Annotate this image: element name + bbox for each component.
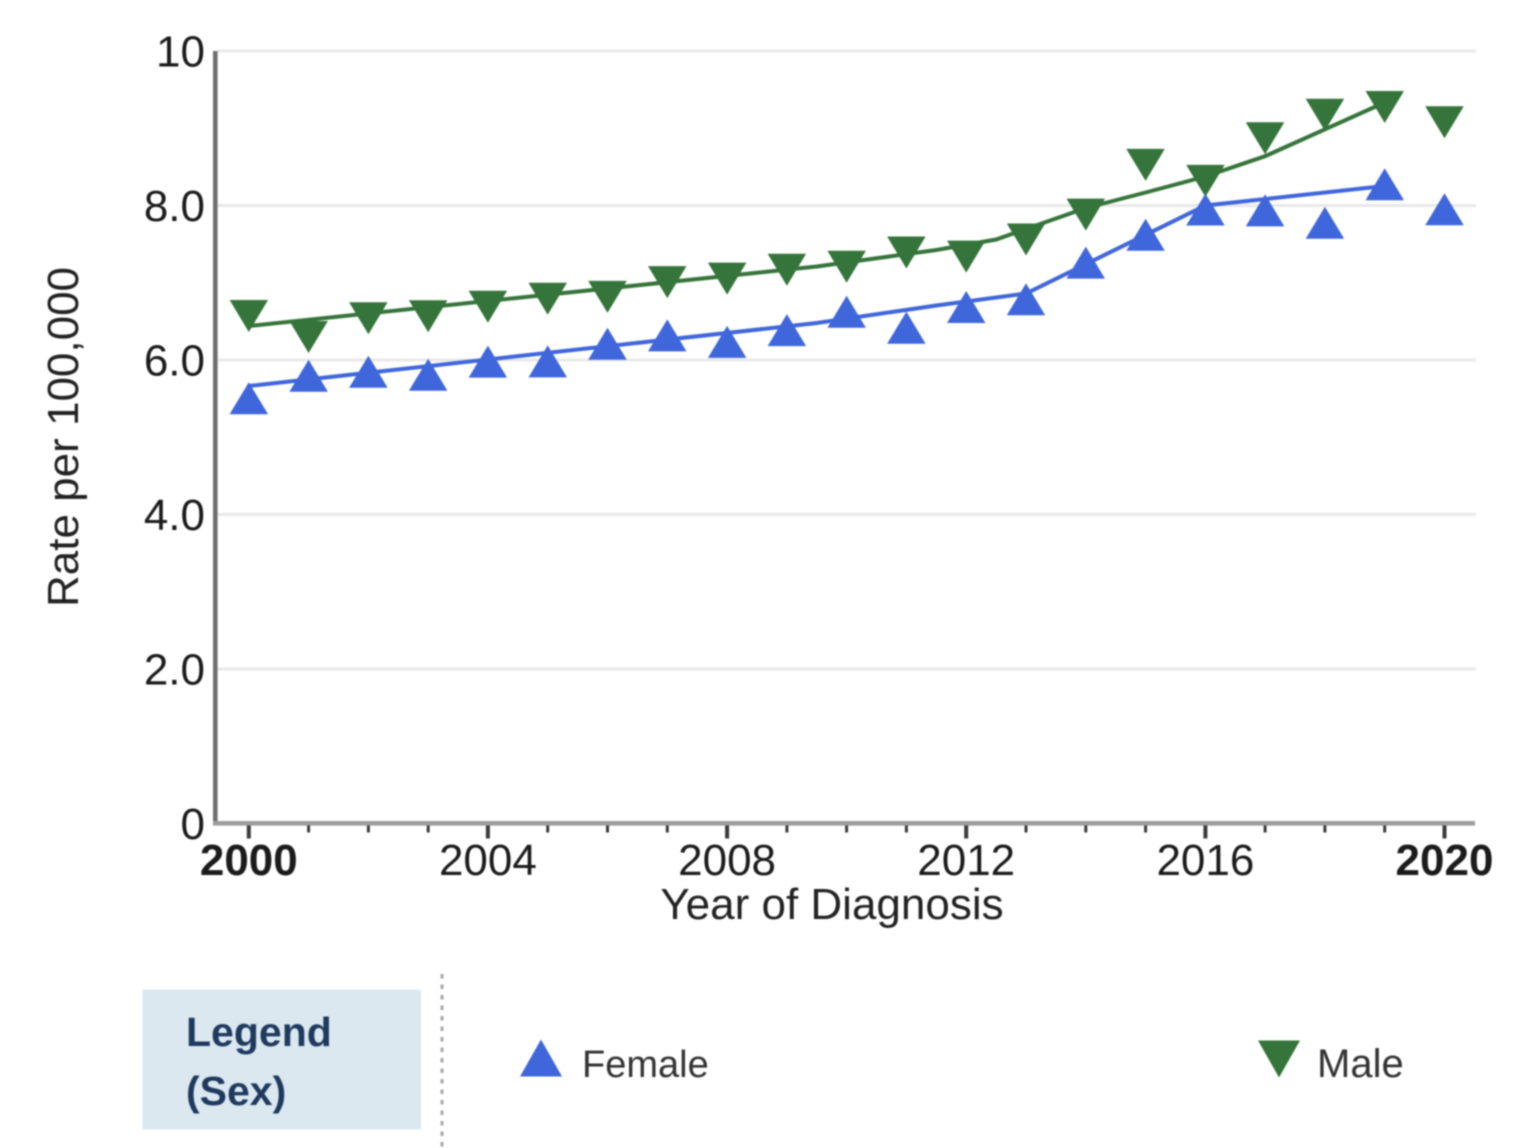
- svg-text:Legend: Legend: [186, 1009, 332, 1055]
- svg-text:Female: Female: [582, 1044, 709, 1086]
- svg-text:2000: 2000: [200, 836, 298, 885]
- svg-text:2008: 2008: [678, 836, 776, 885]
- svg-text:4.0: 4.0: [144, 491, 205, 540]
- svg-text:2004: 2004: [439, 836, 537, 885]
- svg-text:2.0: 2.0: [144, 645, 205, 694]
- svg-text:Year of Diagnosis: Year of Diagnosis: [660, 880, 1003, 929]
- svg-text:2012: 2012: [917, 836, 1015, 885]
- svg-text:2020: 2020: [1396, 836, 1494, 885]
- svg-text:Male: Male: [1317, 1042, 1404, 1086]
- svg-text:6.0: 6.0: [144, 337, 205, 386]
- svg-text:(Sex): (Sex): [186, 1068, 286, 1114]
- svg-text:Rate per 100,000: Rate per 100,000: [39, 267, 88, 607]
- svg-text:0: 0: [181, 800, 205, 849]
- svg-text:8.0: 8.0: [144, 182, 205, 231]
- svg-text:2016: 2016: [1156, 836, 1254, 885]
- svg-text:10: 10: [156, 28, 205, 77]
